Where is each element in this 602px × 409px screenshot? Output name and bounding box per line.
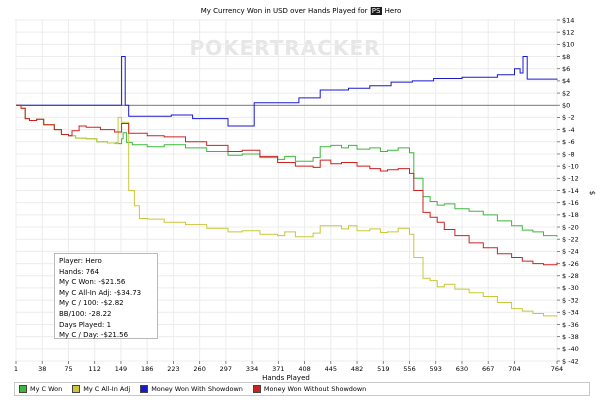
y-tick-label: $ -8 <box>562 150 575 158</box>
watermark-logo: POKERTRACKER <box>189 36 380 60</box>
x-tick-label: 556 <box>403 365 415 373</box>
y-tick-label: $12 <box>562 28 574 36</box>
legend-swatch <box>19 385 27 393</box>
legend-label: Money Won With Showdown <box>151 385 243 393</box>
x-tick-label: 297 <box>220 365 232 373</box>
y-tick-label: $ -2 <box>562 114 575 122</box>
y-tick-label: $ -20 <box>562 223 579 231</box>
legend-label: My C All-In Adj <box>83 385 131 393</box>
y-tick-label: $ -18 <box>562 211 579 219</box>
y-tick-label: $ -36 <box>562 321 579 329</box>
x-tick-label: 667 <box>482 365 494 373</box>
stat-line: My C / 100: -$2.82 <box>59 299 124 308</box>
y-tick-label: $ -22 <box>562 236 579 244</box>
y-axis-ticks: $14 $12 $10 $8 $6 $4 $2 $0 $ -2 $ -4 $ -6 $ -8 $ -10… <box>557 16 579 365</box>
x-tick-label: 519 <box>377 365 389 373</box>
stat-line: BB/100: -28.22 <box>59 309 112 318</box>
x-tick-label: 704 <box>508 365 520 373</box>
legend-swatch <box>140 385 149 393</box>
legend-item[interactable]: My C All-In Adj <box>72 385 130 393</box>
y-tick-label: $8 <box>562 53 570 61</box>
stat-line: Player: Hero <box>59 257 102 265</box>
stat-line: My C All-In Adj: -$34.73 <box>59 288 142 297</box>
x-tick-label: 1 <box>14 365 18 373</box>
x-tick-label: 630 <box>456 365 468 373</box>
title-suffix: Hero <box>385 7 402 15</box>
y-tick-label: $14 <box>562 16 574 24</box>
x-tick-label: 371 <box>272 365 284 373</box>
y-tick-label: $10 <box>562 41 574 49</box>
x-tick-label: 186 <box>141 365 153 373</box>
legend-swatch <box>252 385 261 393</box>
y-tick-label: $ -28 <box>562 272 579 280</box>
title-badge <box>370 7 382 15</box>
series-line <box>16 104 558 266</box>
y-tick-label: $ -40 <box>562 345 579 353</box>
series-line <box>16 104 558 317</box>
legend-item[interactable]: Money Won With Showdown <box>140 385 243 393</box>
x-tick-label: 75 <box>64 365 72 373</box>
y-tick-label: $ -14 <box>562 187 579 195</box>
chart-title-text: My Currency Won in USD over Hands Played… <box>201 7 401 15</box>
legend-label: My C Won <box>30 385 63 393</box>
stat-line: Days Played: 1 <box>59 320 112 329</box>
y-axis-title: $ <box>588 191 596 195</box>
stat-line: My C / Day: -$21.56 <box>59 331 129 340</box>
x-axis-title: Hands Played <box>262 374 310 382</box>
x-tick-label: 260 <box>193 365 205 373</box>
x-tick-label: 223 <box>167 365 179 373</box>
legend: My C Won My C All-In Adj Money Won With … <box>14 382 590 396</box>
series-line <box>16 104 558 237</box>
y-tick-label: $ -4 <box>562 126 575 134</box>
y-tick-label: $0 <box>562 102 570 110</box>
y-tick-label: $6 <box>562 65 570 73</box>
y-tick-label: $ -26 <box>562 260 579 268</box>
legend-label: Money Won Without Showdown <box>263 385 367 393</box>
y-tick-label: $ -24 <box>562 248 579 256</box>
x-tick-label: 482 <box>351 365 363 373</box>
x-axis-ticks: 1 38 75 112 149 186 223 260 297 334 371 408 445 482 51… <box>14 361 563 373</box>
legend-swatch <box>72 385 81 393</box>
y-tick-label: $ -10 <box>562 162 579 170</box>
x-tick-label: 334 <box>246 365 258 373</box>
y-tick-label: $ -42 <box>562 357 579 365</box>
x-tick-label: 408 <box>298 365 310 373</box>
y-tick-label: $2 <box>562 89 570 97</box>
x-tick-label: 445 <box>325 365 337 373</box>
x-tick-label: 112 <box>88 365 100 373</box>
stat-line: My C Won: -$21.56 <box>59 278 126 287</box>
legend-item[interactable]: Money Won Without Showdown <box>252 385 367 393</box>
y-tick-label: $ -16 <box>562 199 579 207</box>
x-tick-label: 38 <box>38 365 46 373</box>
y-tick-label: $ -34 <box>562 309 579 317</box>
series-line <box>16 56 558 127</box>
x-tick-label: 149 <box>115 365 127 373</box>
stat-line: Hands: 764 <box>59 267 100 276</box>
legend-item[interactable]: My C Won <box>19 385 62 393</box>
y-tick-label: $ -32 <box>562 296 579 304</box>
x-tick-label: 764 <box>551 365 563 373</box>
y-tick-label: $ -6 <box>562 138 575 146</box>
x-tick-label: 593 <box>430 365 442 373</box>
title-prefix: My Currency Won in USD over Hands Played… <box>201 7 368 15</box>
chart-title: My Currency Won in USD over Hands Played… <box>201 7 401 15</box>
title-badge-text: PS <box>372 7 381 15</box>
y-tick-label: $ -38 <box>562 333 579 341</box>
y-tick-label: $ -12 <box>562 175 579 183</box>
y-tick-label: $4 <box>562 77 570 85</box>
stats-box: Player: Hero Hands: 764 My C Won: -$21.5… <box>54 253 158 339</box>
y-tick-label: $ -30 <box>562 284 579 292</box>
series-lines <box>16 56 558 317</box>
